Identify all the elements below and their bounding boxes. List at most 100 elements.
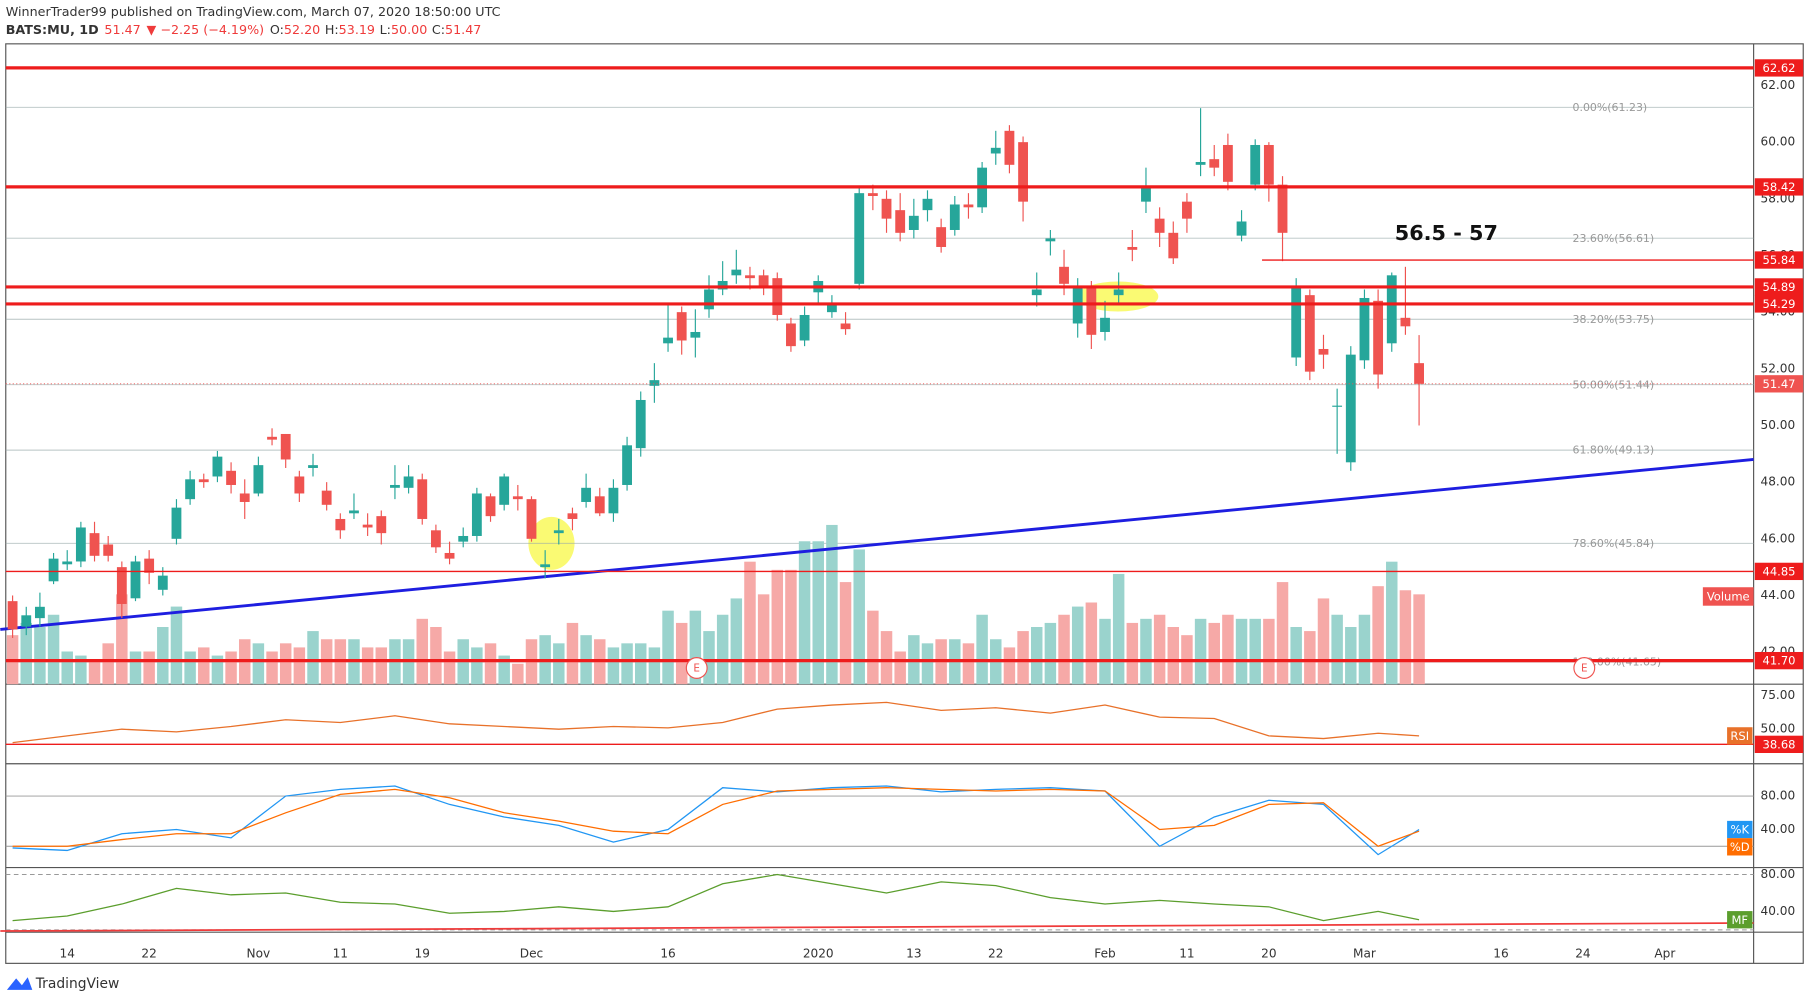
indicator-legend: %D	[1730, 840, 1750, 854]
candle-body	[826, 303, 837, 313]
volume-bar	[1345, 626, 1357, 685]
candle-body	[1113, 289, 1124, 296]
candle-body	[485, 496, 496, 517]
fib-label: 23.60%(56.61)	[1572, 232, 1654, 245]
volume-bar	[785, 569, 797, 685]
current-price-label-box	[1754, 375, 1804, 393]
volume-bar	[198, 647, 210, 685]
ohlc-value: 53.19	[339, 21, 375, 36]
volume-bar	[880, 631, 893, 685]
candle-body	[335, 518, 346, 531]
candle-body	[321, 490, 332, 505]
volume-bar	[771, 569, 784, 685]
y-tick-label: 40.00	[1761, 822, 1796, 836]
candle-body	[608, 487, 619, 514]
volume-bar	[1017, 631, 1029, 685]
indicator-line	[12, 787, 1420, 847]
candle-body	[1182, 201, 1192, 219]
volume-bar	[116, 594, 128, 685]
ohlc-value: 50.00	[391, 21, 427, 36]
candle-body	[116, 567, 127, 604]
x-tick-label: 11	[333, 947, 348, 961]
volume-bar	[1235, 618, 1248, 685]
candle-body	[444, 552, 455, 559]
volume-bar	[1358, 614, 1371, 685]
x-tick-label: Feb	[1094, 947, 1116, 961]
candle-body	[89, 533, 100, 556]
volume-bar	[812, 541, 824, 685]
volume-bar	[553, 643, 565, 685]
volume-bar	[512, 663, 524, 685]
volume-bar	[484, 643, 497, 685]
volume-bar	[1085, 602, 1098, 685]
fib-label: 61.80%(49.13)	[1572, 444, 1654, 457]
candle-body	[1018, 142, 1028, 202]
candle-body	[1045, 238, 1056, 242]
indicator-legend-box	[1727, 727, 1753, 745]
volume-bar	[1140, 618, 1152, 685]
volume-bar	[1071, 606, 1084, 685]
volume-bar	[1263, 618, 1275, 685]
candle-body	[567, 513, 578, 519]
volume-bar	[361, 647, 374, 685]
x-tick-label: Apr	[1654, 947, 1675, 961]
candle-body	[622, 445, 632, 485]
y-tick-label: 60.00	[1761, 135, 1796, 149]
level-label-box	[1754, 178, 1804, 196]
volume-bar	[1331, 614, 1343, 685]
candle-body	[1209, 159, 1220, 168]
level-label-box	[1754, 59, 1804, 77]
candle-body	[499, 476, 510, 505]
volume-bar	[826, 524, 838, 685]
volume-bar	[1208, 622, 1220, 685]
x-tick-label: Nov	[247, 947, 271, 961]
ohlc-key: H:	[325, 21, 339, 36]
x-tick-label: 13	[906, 947, 921, 961]
candle-body	[471, 493, 482, 536]
volume-bar	[1030, 626, 1043, 685]
earnings-label: E	[693, 663, 700, 675]
volume-bar	[1304, 631, 1316, 685]
candle-body	[1291, 286, 1302, 358]
candle-body	[1400, 317, 1411, 327]
y-tick-label: 40.00	[1761, 904, 1796, 918]
volume-bar	[1276, 582, 1289, 685]
volume-bar	[279, 643, 292, 685]
volume-bar	[170, 606, 183, 685]
indicator-line	[12, 873, 1420, 922]
candle-body	[772, 278, 783, 315]
candle-body	[1345, 354, 1356, 463]
volume-bar	[1099, 618, 1111, 685]
volume-bar	[266, 651, 278, 685]
candle-body	[663, 337, 673, 344]
candle-body	[1318, 348, 1329, 355]
x-tick-label: 19	[415, 947, 430, 961]
candle-body	[990, 147, 1001, 154]
volume-bar	[225, 651, 237, 685]
candle-body	[34, 606, 45, 619]
volume-bar	[34, 626, 46, 685]
volume-bar	[1317, 598, 1330, 685]
x-tick-label: 14	[60, 947, 76, 961]
x-tick-label: 20	[1261, 947, 1276, 961]
volume-bar	[689, 610, 702, 685]
candle-body	[1304, 295, 1315, 372]
volume-bar	[416, 618, 428, 685]
volume-bar	[75, 655, 87, 685]
earnings-marker	[1573, 657, 1596, 679]
candle-body	[840, 323, 851, 330]
volume-bar	[1153, 614, 1166, 685]
candle-body	[512, 496, 523, 500]
volume-bar	[867, 610, 879, 685]
volume-label-box	[1702, 587, 1754, 606]
volume-bar	[1194, 618, 1207, 685]
level-label: 44.85	[1763, 564, 1796, 578]
volume-bar	[648, 647, 661, 685]
candle-body	[1031, 289, 1042, 296]
level-label: 41.70	[1763, 654, 1796, 668]
x-tick-label: Mar	[1353, 947, 1376, 961]
volume-bar	[921, 643, 934, 685]
candle-body	[1250, 144, 1261, 185]
